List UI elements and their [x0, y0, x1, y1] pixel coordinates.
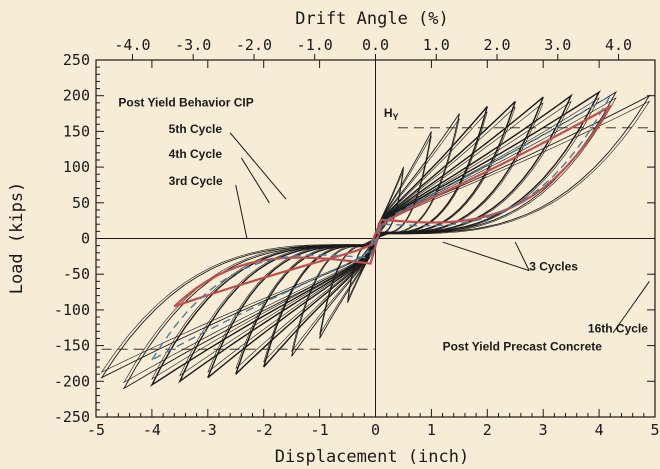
annotation-leader-6	[612, 281, 650, 334]
y-tick-label: 150	[63, 122, 90, 140]
hysteresis-loop-precast-4	[263, 105, 488, 368]
x2-axis-label: Drift Angle (%)	[295, 9, 449, 29]
x2-tick-label: -1.0	[297, 36, 333, 54]
x-axis-label: Displacement (inch)	[275, 447, 469, 467]
x-tick-label: -2	[255, 421, 273, 439]
x-tick-label: -5	[87, 421, 105, 439]
y-tick-label: -150	[54, 337, 90, 355]
x-tick-label: -3	[199, 421, 217, 439]
hysteresis-loop-inner-10	[100, 100, 651, 373]
hysteresis-loop-precast-6	[207, 96, 544, 379]
x-tick-label: 3	[539, 421, 548, 439]
annotation-leader-4	[514, 241, 530, 271]
hysteresis-loop-precast-9	[122, 90, 618, 389]
y-tick-label: 100	[63, 158, 90, 176]
annotation-16th-cycle: 16th Cycle	[588, 322, 648, 336]
annotation-leader-1	[229, 132, 287, 200]
x-tick-label: 4	[595, 421, 604, 439]
annotation-leader-3	[235, 184, 248, 239]
x-tick-label: 0	[371, 421, 380, 439]
hysteresis-loop-precast-5	[235, 100, 516, 375]
annotation-4th-cycle: 4th Cycle	[169, 147, 223, 161]
y-tick-label: 0	[81, 230, 90, 248]
annotation-5th-cycle: 5th Cycle	[169, 122, 223, 136]
annotation-leader-5	[442, 241, 530, 272]
x2-tick-label: 2.0	[483, 36, 510, 54]
x2-tick-label: -4.0	[114, 36, 150, 54]
hy-label: HY	[384, 106, 399, 122]
x2-tick-label: 1.0	[423, 36, 450, 54]
y-tick-label: -50	[63, 265, 90, 283]
x2-tick-label: 4.0	[605, 36, 632, 54]
hysteresis-loop-precast-10	[100, 94, 651, 379]
annotation-post-yield-precast: Post Yield Precast Concrete	[443, 340, 603, 354]
x-tick-label: -1	[311, 421, 329, 439]
x-tick-label: 1	[427, 421, 436, 439]
x2-tick-label: -2.0	[236, 36, 272, 54]
x2-tick-label: -3.0	[175, 36, 211, 54]
x-tick-label: 5	[650, 421, 659, 439]
x2-tick-label: 3.0	[544, 36, 571, 54]
y-tick-label: 250	[63, 51, 90, 69]
y-tick-label: 200	[63, 87, 90, 105]
annotation-leader-2	[240, 157, 270, 204]
hysteresis-loop-cip-1	[173, 103, 614, 308]
plot-area: -5 -4 -3 -2 -1 0 1 2 3 4 5 -250 -200 -150 -100 -50 0 50 10…	[54, 36, 660, 439]
annotation-3-cycles: 3 Cycles	[529, 260, 578, 274]
y-tick-label: -200	[54, 372, 90, 390]
hysteresis-loop-precast-7	[178, 93, 573, 384]
annotation-post-yield-cip: Post Yield Behavior CIP	[118, 95, 253, 109]
x-tick-label: -4	[143, 421, 161, 439]
x-tick-label: 2	[483, 421, 492, 439]
annotation-3rd-cycle: 3rd Cycle	[169, 174, 223, 188]
hysteresis-loop-precast-3	[291, 113, 460, 357]
hysteresis-loop-precast-2	[319, 131, 432, 339]
y-tick-label: 50	[72, 194, 90, 212]
x2-tick-label: 0.0	[362, 36, 389, 54]
hy-label-sub: Y	[393, 112, 399, 122]
y-axis-label: Load (kips)	[7, 182, 27, 295]
series-cip	[173, 103, 614, 308]
hysteresis-loop-precast-8	[150, 90, 601, 387]
y-tick-label: -250	[54, 408, 90, 426]
hy-label-main: H	[384, 106, 393, 120]
y-tick-label: -100	[54, 301, 90, 319]
